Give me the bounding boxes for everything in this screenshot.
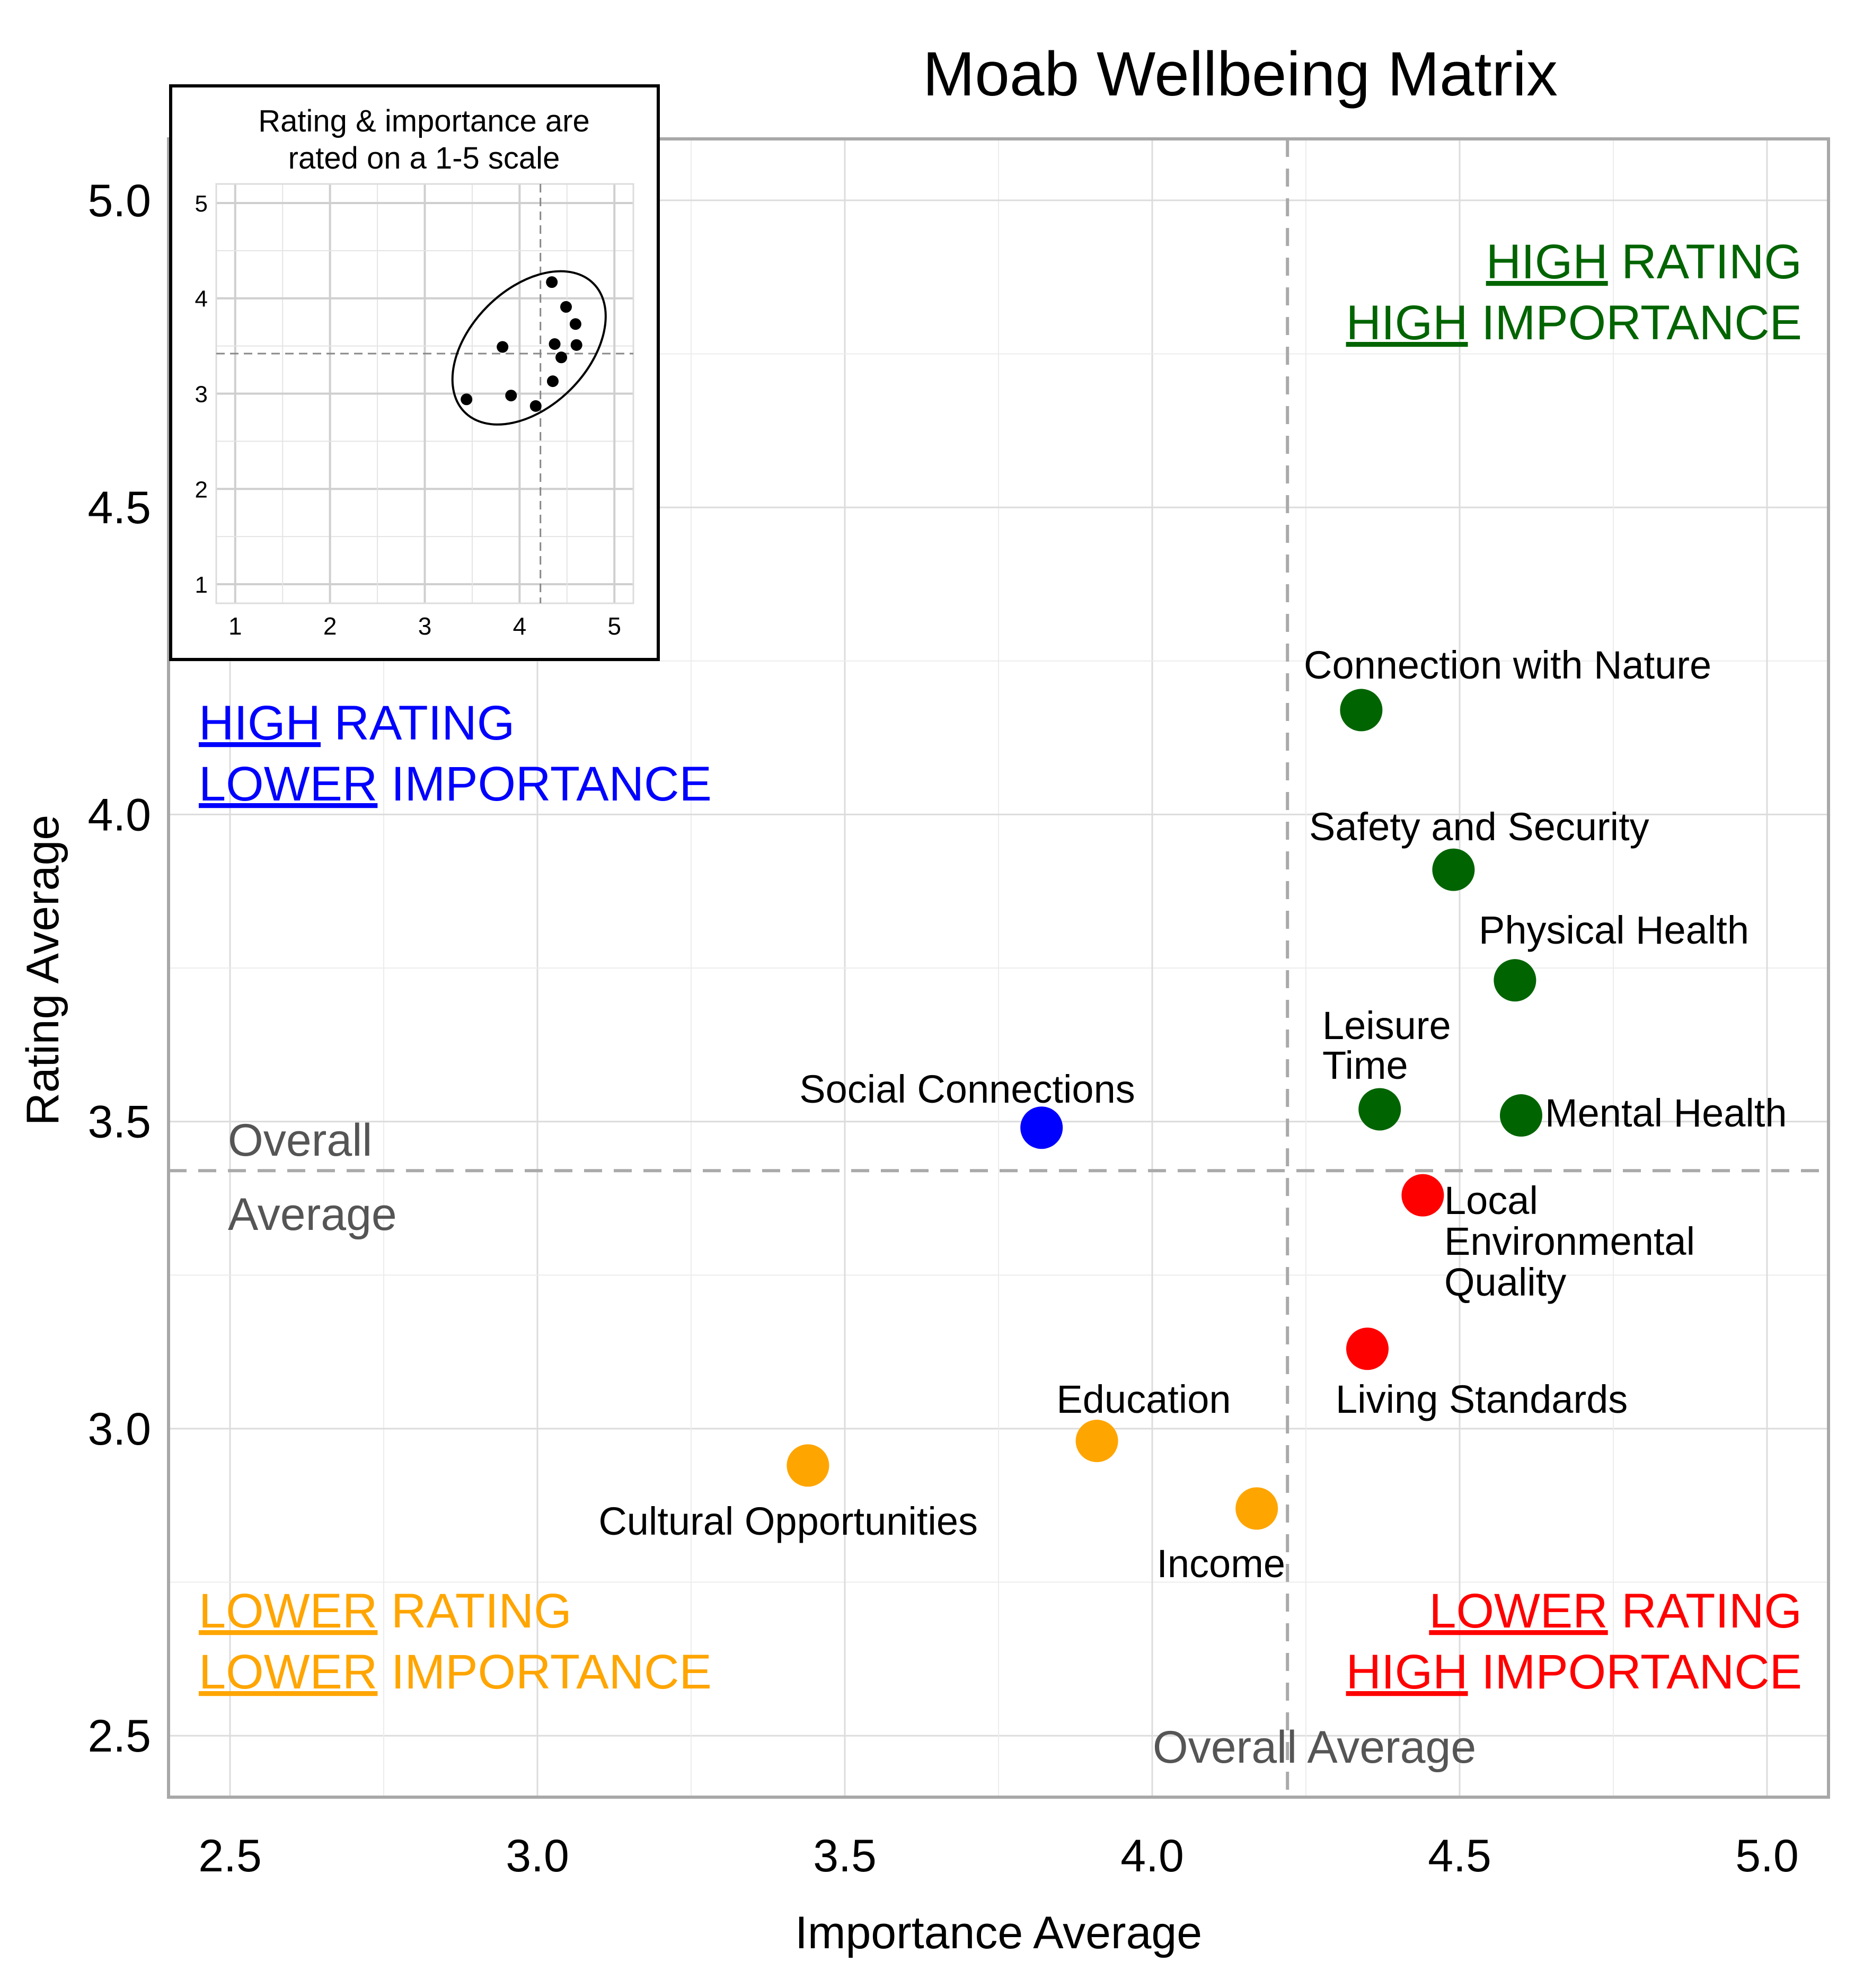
inset-data-point <box>546 276 558 288</box>
quadrant-label-low-high: HIGH IMPORTANCE <box>1346 1645 1802 1699</box>
data-point <box>1358 1088 1401 1131</box>
plot-border <box>167 137 1830 1799</box>
data-point <box>1346 1327 1389 1370</box>
inset-x-tick-label: 4 <box>513 612 527 640</box>
point-label: Education <box>1056 1377 1231 1421</box>
quadrant-label-low-low: LOWER IMPORTANCE <box>199 1645 712 1699</box>
quadrant-label-high-high: HIGH IMPORTANCE <box>1346 296 1802 350</box>
x-tick-label: 4.5 <box>1428 1831 1491 1881</box>
y-tick-label: 4.0 <box>87 789 151 840</box>
inset-data-point <box>546 375 559 388</box>
inset-x-tick-label: 1 <box>228 612 242 640</box>
point-label: Quality <box>1444 1260 1566 1304</box>
data-point <box>1500 1094 1542 1137</box>
inset-data-point <box>549 338 561 350</box>
y-tick-label: 4.5 <box>87 482 151 533</box>
inset-cluster-ellipse <box>451 270 607 426</box>
data-point <box>1401 1174 1444 1217</box>
quadrant-label-low-low: LOWER RATING <box>199 1584 572 1638</box>
x-tick-label: 5.0 <box>1735 1831 1799 1881</box>
x-axis-label: Importance Average <box>795 1907 1202 1958</box>
overall-average-y-label: Average <box>228 1189 397 1240</box>
point-label: Social Connections <box>799 1067 1135 1111</box>
x-tick-label: 2.5 <box>198 1831 262 1881</box>
quadrant-label-low-high: LOWER RATING <box>1429 1584 1802 1638</box>
data-point <box>787 1444 829 1487</box>
chart-title: Moab Wellbeing Matrix <box>923 39 1558 109</box>
point-label: Leisure <box>1322 1004 1451 1048</box>
x-tick-label: 3.5 <box>813 1831 877 1881</box>
inset-data-point <box>555 351 568 364</box>
point-label: Local <box>1444 1178 1538 1222</box>
inset-data-point <box>461 393 473 406</box>
inset-x-tick-label: 3 <box>418 612 432 640</box>
inset-x-tick-label: 2 <box>323 612 337 640</box>
inset-y-tick-label: 5 <box>195 191 208 217</box>
point-label: Income <box>1156 1542 1285 1586</box>
point-label: Living Standards <box>1336 1377 1628 1421</box>
inset-data-point <box>560 301 572 313</box>
point-label: Physical Health <box>1479 908 1749 952</box>
quadrant-label-high-high: HIGH RATING <box>1486 235 1802 289</box>
data-point <box>1020 1106 1063 1149</box>
point-label: Connection with Nature <box>1304 643 1711 687</box>
data-point <box>1494 959 1536 1002</box>
y-tick-label: 2.5 <box>87 1711 151 1762</box>
quadrant-label-high-low: HIGH RATING <box>199 696 515 750</box>
inset-data-point <box>529 400 542 412</box>
data-point <box>1432 848 1475 891</box>
y-tick-label: 5.0 <box>87 175 151 226</box>
x-tick-label: 4.0 <box>1120 1831 1184 1881</box>
overall-average-x-label: Overall Average <box>1153 1722 1476 1773</box>
inset-y-tick-label: 3 <box>195 382 208 408</box>
inset-data-point <box>505 390 517 402</box>
inset-data-point <box>497 341 509 353</box>
inset-y-tick-label: 1 <box>195 572 208 598</box>
inset-x-tick-label: 5 <box>607 612 621 640</box>
inset-data-point <box>570 339 582 351</box>
point-label: Safety and Security <box>1309 805 1649 849</box>
point-label: Environmental <box>1444 1219 1695 1263</box>
y-tick-label: 3.0 <box>87 1404 151 1455</box>
data-point <box>1340 689 1383 732</box>
inset-title: rated on a 1-5 scale <box>288 141 560 175</box>
y-axis-label: Rating Average <box>17 815 68 1126</box>
inset-panel <box>215 183 634 604</box>
y-tick-label: 3.5 <box>87 1097 151 1148</box>
data-point <box>1235 1487 1278 1530</box>
overall-average-y-label: Overall <box>228 1115 372 1166</box>
inset-y-tick-label: 4 <box>195 286 208 312</box>
data-point <box>1075 1420 1118 1463</box>
inset-frame <box>169 84 660 661</box>
inset-title: Rating & importance are <box>258 104 589 138</box>
quadrant-label-high-low: LOWER IMPORTANCE <box>199 757 712 811</box>
inset-y-tick-label: 2 <box>195 477 208 503</box>
point-label: Time <box>1322 1043 1408 1087</box>
x-tick-label: 3.0 <box>506 1831 569 1881</box>
point-label: Mental Health <box>1545 1091 1787 1135</box>
point-label: Cultural Opportunities <box>598 1499 978 1543</box>
inset-data-point <box>569 318 581 330</box>
